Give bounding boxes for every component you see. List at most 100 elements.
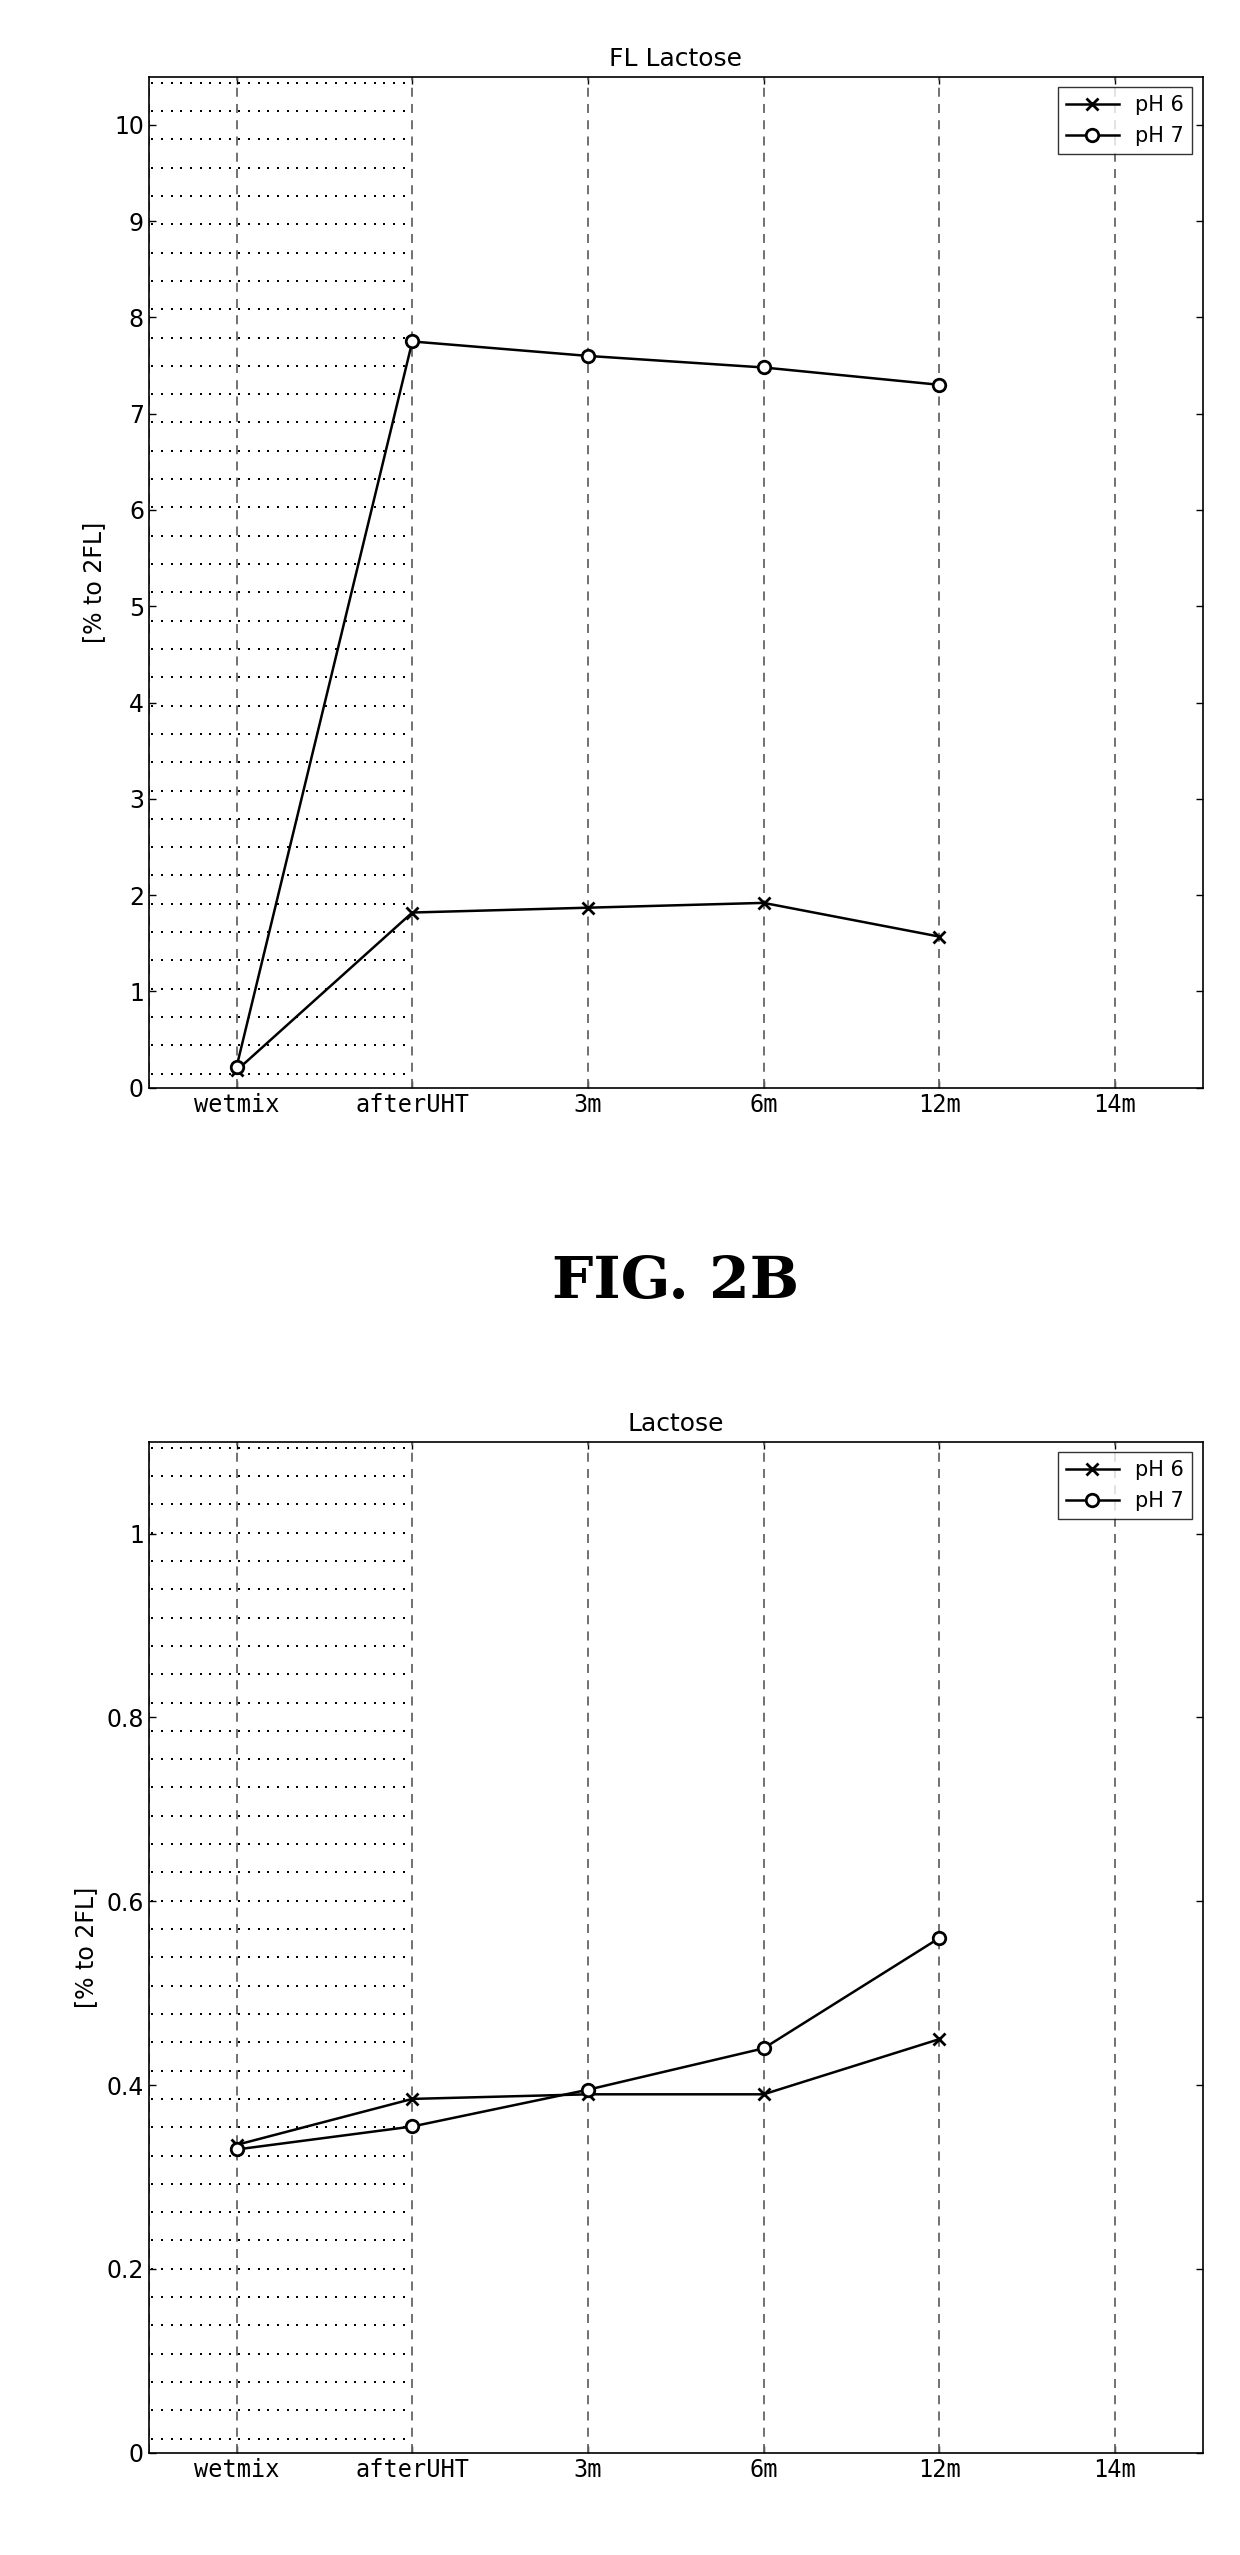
pH 6: [404, 897, 419, 927]
Point: [306, 544, 326, 585]
Point: [161, 1880, 181, 1921]
Point: [143, 769, 162, 810]
Point: [210, 1681, 229, 1722]
Point: [326, 1456, 346, 1497]
Point: [306, 629, 326, 669]
Point: [384, 401, 404, 442]
Point: [258, 657, 278, 698]
Point: [258, 884, 278, 925]
Point: [171, 429, 191, 470]
pH 7: [932, 370, 947, 401]
Point: [258, 1993, 278, 2034]
Point: [229, 2136, 249, 2177]
Point: [201, 289, 221, 330]
Point: [365, 2049, 384, 2090]
pH 6: [756, 2080, 771, 2110]
Point: [336, 600, 356, 641]
Point: [268, 1852, 288, 1893]
Point: [229, 120, 249, 161]
Point: [288, 741, 308, 782]
Point: [201, 1541, 221, 1582]
Point: [384, 856, 404, 897]
Point: [336, 1597, 356, 1638]
Point: [393, 1937, 413, 1978]
Point: [161, 1053, 181, 1094]
Point: [191, 1653, 211, 1694]
Point: [249, 1880, 269, 1921]
Point: [249, 940, 269, 981]
Point: [171, 2277, 191, 2317]
Point: [278, 2136, 298, 2177]
Point: [393, 1053, 413, 1094]
Point: [384, 1937, 404, 1978]
Point: [355, 516, 374, 557]
Point: [268, 1909, 288, 1949]
Point: [355, 629, 374, 669]
Point: [336, 912, 356, 953]
Point: [296, 797, 316, 838]
Point: [239, 1965, 259, 2006]
Point: [306, 120, 326, 161]
Point: [288, 2049, 308, 2090]
Point: [374, 120, 394, 161]
Point: [171, 1513, 191, 1553]
Point: [393, 2333, 413, 2374]
Point: [143, 2192, 162, 2233]
Point: [258, 401, 278, 442]
Point: [316, 2361, 336, 2402]
Point: [181, 2021, 201, 2062]
Point: [210, 2192, 229, 2233]
Point: [268, 1681, 288, 1722]
Point: [355, 61, 374, 102]
Point: [239, 2108, 259, 2149]
Point: [296, 1796, 316, 1837]
Point: [201, 61, 221, 102]
Point: [201, 1880, 221, 1921]
Point: [143, 1880, 162, 1921]
Point: [384, 828, 404, 869]
Point: [161, 429, 181, 470]
Point: [258, 2192, 278, 2233]
Point: [191, 2333, 211, 2374]
Point: [210, 996, 229, 1037]
Point: [201, 1937, 221, 1978]
Point: [306, 460, 326, 501]
Point: [365, 2077, 384, 2118]
Point: [365, 1880, 384, 1921]
Point: [181, 233, 201, 273]
Point: [229, 912, 249, 953]
Point: [384, 741, 404, 782]
Point: [296, 176, 316, 217]
Point: [316, 572, 336, 613]
Point: [161, 1513, 181, 1553]
Point: [249, 1541, 269, 1582]
Point: [143, 912, 162, 953]
Point: [191, 2248, 211, 2289]
Point: [268, 2389, 288, 2430]
Point: [239, 2248, 259, 2289]
Point: [153, 1681, 172, 1722]
Point: [365, 741, 384, 782]
Point: [336, 317, 356, 358]
Point: [355, 713, 374, 754]
Point: [191, 1625, 211, 1666]
Point: [201, 2361, 221, 2402]
Point: [229, 996, 249, 1037]
Point: [316, 1937, 336, 1978]
Point: [345, 940, 365, 981]
Point: [161, 797, 181, 838]
Point: [393, 89, 413, 130]
Point: [258, 572, 278, 613]
Point: [249, 657, 269, 698]
Point: [355, 1824, 374, 1865]
Point: [345, 1709, 365, 1750]
Point: [171, 600, 191, 641]
Point: [268, 204, 288, 245]
Point: [153, 629, 172, 669]
Point: [249, 1768, 269, 1809]
Point: [316, 544, 336, 585]
Point: [374, 204, 394, 245]
Point: [365, 1824, 384, 1865]
Point: [365, 856, 384, 897]
Point: [296, 204, 316, 245]
